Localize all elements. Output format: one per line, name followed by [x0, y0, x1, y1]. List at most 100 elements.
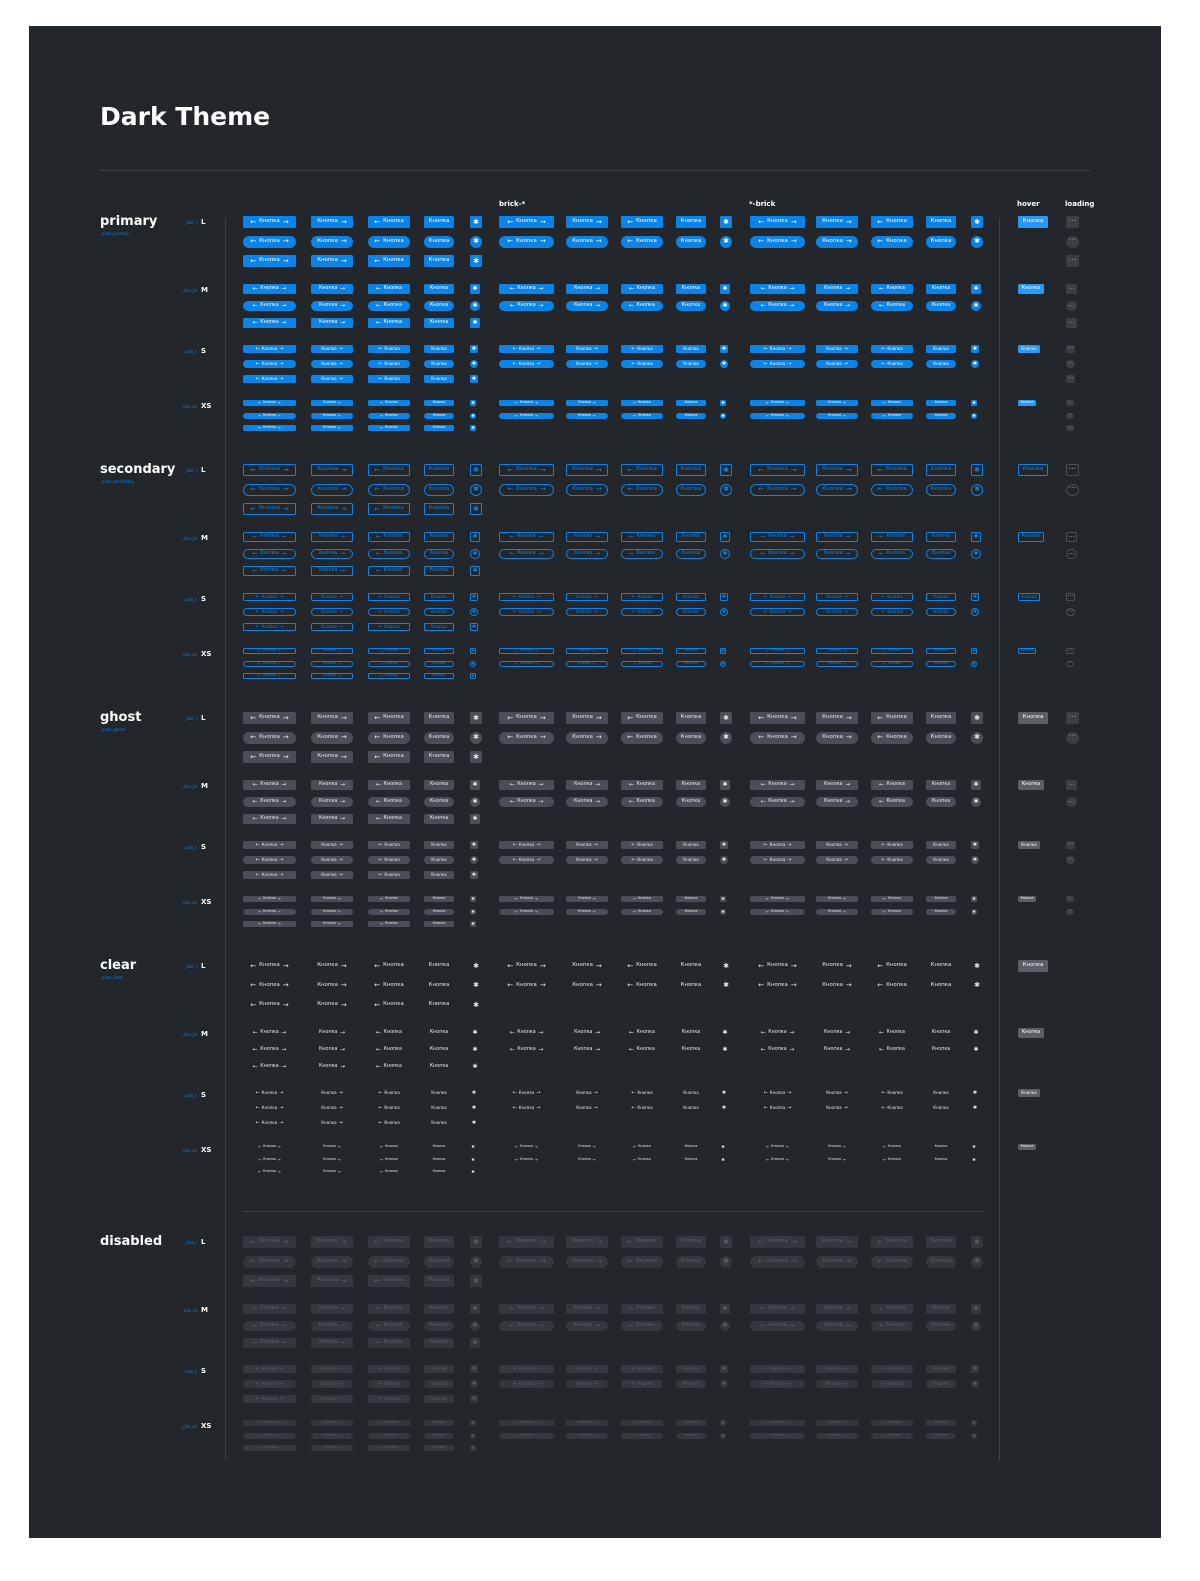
button-primary-l-text[interactable]: Кнопка	[424, 255, 454, 267]
button-ghost-m-both[interactable]: ← Кнопка →	[243, 814, 296, 824]
button-primary-s-both[interactable]: ← Кнопка →	[243, 375, 296, 383]
button-ghost-m-left[interactable]: ← Кнопка	[368, 797, 410, 807]
button-ghost-s-text[interactable]: Кнопка	[676, 841, 706, 849]
button-primary-l-right[interactable]: Кнопка →	[816, 216, 858, 228]
button-clear-s-both[interactable]: ← Кнопка →	[499, 1089, 554, 1097]
button-primary-xs-icon[interactable]: ✱	[720, 412, 726, 419]
button-ghost-xs-icon[interactable]: ✱	[971, 908, 977, 915]
button-secondary-s-text[interactable]: Кнопка	[424, 593, 454, 601]
button-ghost-s-icon[interactable]: ✱	[971, 841, 979, 849]
button-secondary-l-both[interactable]: ← Кнопка →	[243, 464, 296, 476]
button-clear-l-right[interactable]: Кнопка →	[816, 960, 858, 972]
button-ghost-xs-right[interactable]: Кнопка →	[566, 908, 608, 915]
button-primary-m-right[interactable]: Кнопка →	[311, 301, 353, 311]
button-secondary-l-both[interactable]: ← Кнопка →	[243, 503, 296, 515]
button-secondary-s-left[interactable]: ← Кнопка	[621, 608, 663, 616]
button-secondary-s-right[interactable]: Кнопка →	[816, 593, 858, 601]
button-ghost-s-left[interactable]: ← Кнопка	[368, 841, 410, 849]
button-clear-s-left[interactable]: ← Кнопка	[621, 1089, 663, 1097]
button-ghost-l-icon[interactable]: ✱	[971, 731, 983, 744]
button-clear-l-both[interactable]: ← Кнопка →	[243, 960, 296, 972]
button-ghost-m-both[interactable]: ← Кнопка →	[499, 797, 554, 807]
button-secondary-xs-text[interactable]: Кнопка	[424, 673, 454, 679]
button-secondary-m-icon[interactable]: ✱	[470, 566, 480, 576]
button-clear-s-left[interactable]: ← Кнопка	[871, 1089, 913, 1097]
button-primary-xs-right[interactable]: Кнопка →	[311, 400, 353, 406]
button-clear-s-icon[interactable]: ✱	[720, 1089, 728, 1097]
button-secondary-s-text[interactable]: Кнопка	[424, 608, 454, 616]
button-secondary-s-right[interactable]: Кнопка →	[566, 608, 608, 616]
button-primary-xs-right[interactable]: Кнопка →	[566, 400, 608, 406]
button-primary-s-icon[interactable]: ✱	[720, 360, 728, 368]
button-clear-l-icon[interactable]: ✱	[971, 980, 983, 992]
button-secondary-s-both[interactable]: ← Кнопка →	[750, 593, 805, 601]
button-secondary-m-text[interactable]: Кнопка	[424, 532, 454, 542]
button-secondary-m-right[interactable]: Кнопка →	[311, 566, 353, 576]
button-secondary-s-hover-text[interactable]: Кнопка	[1018, 593, 1040, 601]
button-secondary-m-text[interactable]: Кнопка	[424, 549, 454, 559]
button-secondary-l-text[interactable]: Кнопка	[676, 464, 706, 476]
button-clear-l-text[interactable]: Кнопка	[676, 960, 706, 972]
button-secondary-s-left[interactable]: ← Кнопка	[368, 608, 410, 616]
button-primary-s-right[interactable]: Кнопка →	[816, 345, 858, 353]
button-secondary-s-icon[interactable]: ✱	[470, 608, 478, 616]
button-secondary-l-left[interactable]: ← Кнопка	[871, 464, 913, 476]
button-secondary-xs-both[interactable]: ← Кнопка →	[243, 673, 296, 679]
button-secondary-l-right[interactable]: Кнопка →	[566, 483, 608, 496]
button-secondary-m-icon[interactable]: ✱	[720, 549, 730, 559]
button-primary-xs-right[interactable]: Кнопка →	[566, 412, 608, 419]
button-clear-l-icon[interactable]: ✱	[720, 980, 732, 992]
button-ghost-xs-both[interactable]: ← Кнопка →	[750, 908, 805, 915]
button-primary-xs-icon[interactable]: ✱	[971, 412, 977, 419]
button-secondary-xs-right[interactable]: Кнопка →	[311, 673, 353, 679]
button-clear-s-text[interactable]: Кнопка	[424, 1119, 454, 1127]
button-ghost-l-left[interactable]: ← Кнопка	[871, 731, 913, 744]
button-primary-m-right[interactable]: Кнопка →	[311, 284, 353, 294]
button-ghost-m-both[interactable]: ← Кнопка →	[243, 797, 296, 807]
button-secondary-xs-icon[interactable]: ✱	[720, 648, 726, 654]
button-ghost-l-both[interactable]: ← Кнопка →	[499, 712, 554, 724]
button-primary-s-both[interactable]: ← Кнопка →	[499, 360, 554, 368]
button-secondary-m-left[interactable]: ← Кнопка	[368, 532, 410, 542]
button-secondary-xs-both[interactable]: ← Кнопка →	[243, 660, 296, 667]
button-secondary-l-text[interactable]: Кнопка	[424, 503, 454, 515]
button-primary-xs-right[interactable]: Кнопка →	[311, 425, 353, 431]
button-secondary-m-right[interactable]: Кнопка →	[566, 549, 608, 559]
button-ghost-m-left[interactable]: ← Кнопка	[368, 780, 410, 790]
button-clear-s-both[interactable]: ← Кнопка →	[499, 1104, 554, 1112]
button-primary-m-both[interactable]: ← Кнопка →	[243, 301, 296, 311]
button-ghost-s-left[interactable]: ← Кнопка	[368, 871, 410, 879]
button-clear-l-icon[interactable]: ✱	[720, 960, 732, 972]
button-secondary-s-both[interactable]: ← Кнопка →	[499, 593, 554, 601]
button-secondary-xs-icon[interactable]: ✱	[470, 660, 476, 667]
button-primary-l-left[interactable]: ← Кнопка	[368, 235, 410, 248]
button-ghost-m-right[interactable]: Кнопка →	[311, 814, 353, 824]
button-primary-s-both[interactable]: ← Кнопка →	[750, 345, 805, 353]
button-primary-l-right[interactable]: Кнопка →	[566, 235, 608, 248]
button-secondary-xs-icon[interactable]: ✱	[470, 673, 476, 679]
button-clear-m-icon[interactable]: ✱	[470, 1062, 480, 1072]
button-secondary-m-both[interactable]: ← Кнопка →	[499, 532, 554, 542]
button-primary-xs-text[interactable]: Кнопка	[926, 412, 956, 419]
button-ghost-s-text[interactable]: Кнопка	[676, 856, 706, 864]
button-secondary-m-both[interactable]: ← Кнопка →	[499, 549, 554, 559]
button-primary-m-icon[interactable]: ✱	[720, 284, 730, 294]
button-ghost-m-text[interactable]: Кнопка	[676, 797, 706, 807]
button-ghost-m-text[interactable]: Кнопка	[676, 780, 706, 790]
button-clear-m-icon[interactable]: ✱	[971, 1028, 981, 1038]
button-primary-xs-right[interactable]: Кнопка →	[816, 400, 858, 406]
button-primary-xs-left[interactable]: ← Кнопка	[621, 412, 663, 419]
button-primary-l-both[interactable]: ← Кнопка →	[499, 216, 554, 228]
button-primary-m-right[interactable]: Кнопка →	[566, 301, 608, 311]
button-primary-s-both[interactable]: ← Кнопка →	[243, 345, 296, 353]
button-primary-xs-left[interactable]: ← Кнопка	[368, 412, 410, 419]
button-secondary-l-text[interactable]: Кнопка	[676, 483, 706, 496]
button-clear-l-both[interactable]: ← Кнопка →	[750, 960, 805, 972]
button-clear-l-left[interactable]: ← Кнопка	[368, 999, 410, 1011]
button-clear-xs-left[interactable]: ← Кнопка	[368, 1169, 410, 1175]
button-ghost-l-right[interactable]: Кнопка →	[816, 712, 858, 724]
button-ghost-xs-icon[interactable]: ✱	[971, 896, 977, 902]
button-ghost-xs-icon[interactable]: ✱	[470, 921, 476, 927]
button-primary-l-icon[interactable]: ✱	[971, 235, 983, 248]
button-clear-m-right[interactable]: Кнопка →	[311, 1045, 353, 1055]
